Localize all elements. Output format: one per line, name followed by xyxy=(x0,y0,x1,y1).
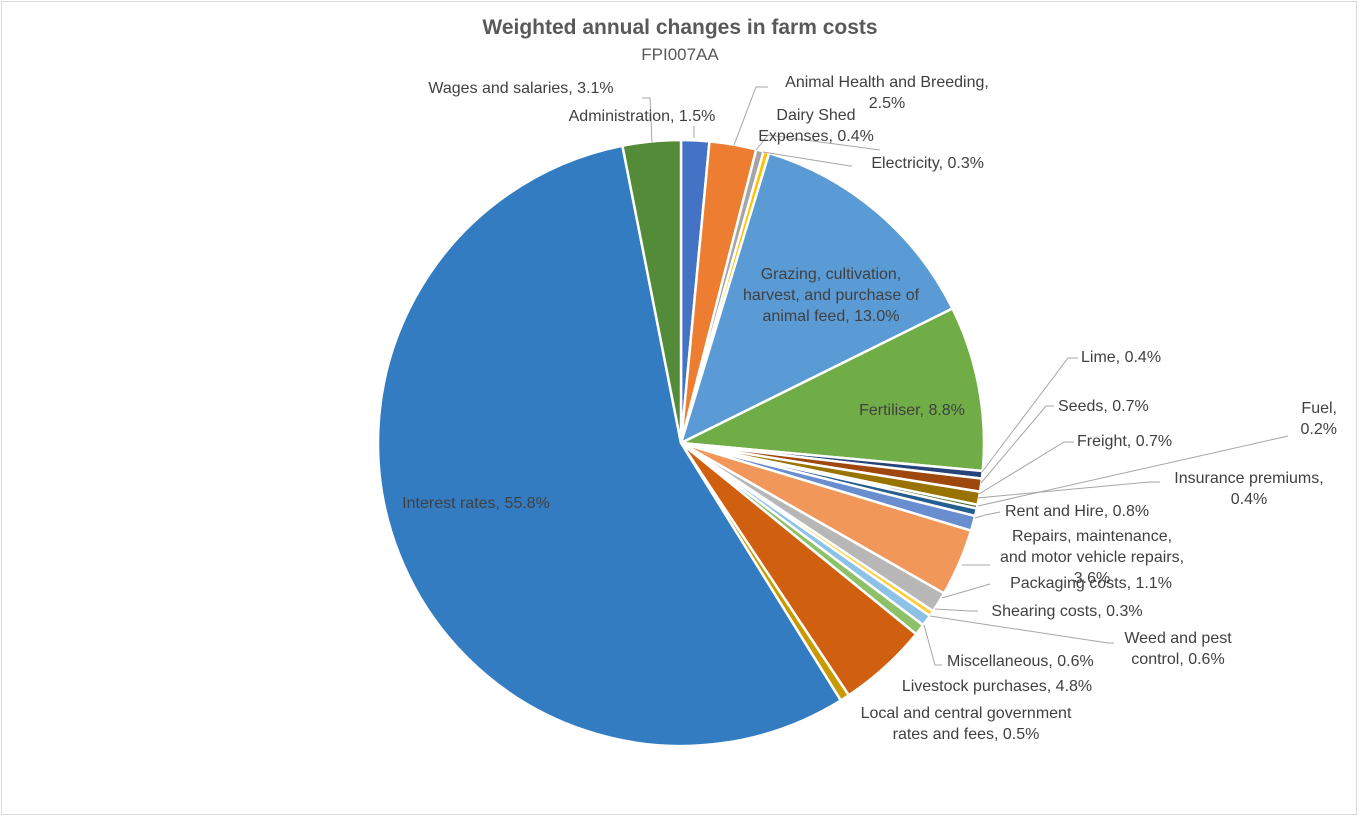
leader-line-insurance-premiums xyxy=(976,481,1160,499)
data-label-fuel: Fuel, 0.2% xyxy=(1301,400,1337,438)
leader-line-dairy-shed-expenses xyxy=(755,134,881,151)
data-label-local-and-central-government-rates-and-fees: Local and central government rates and fe… xyxy=(861,705,1072,743)
leader-lines xyxy=(642,86,1289,666)
data-label-packaging-costs: Packaging costs, 1.1% xyxy=(1010,575,1172,592)
leader-line-animal-health-and-breeding xyxy=(733,86,768,146)
data-label-shearing-costs: Shearing costs, 0.3% xyxy=(991,603,1142,620)
pie-slice-interest-rates xyxy=(376,144,843,748)
data-label-seeds: Seeds, 0.7% xyxy=(1058,398,1149,415)
leader-line-weed-and-pest-control xyxy=(929,615,1114,644)
leader-line-packaging-costs xyxy=(941,583,991,599)
chart-title: Weighted annual changes in farm costs xyxy=(482,16,878,39)
pie-slice-grazing-cultivation-harvest-and-purchase-of-animal-feed xyxy=(679,151,954,445)
data-label-grazing-cultivation-harvest-and-purchase-of-animal-feed: Grazing, cultivation, harvest, and purcha… xyxy=(743,266,920,325)
pie-slices xyxy=(376,138,986,748)
data-label-wages-and-salaries: Wages and salaries, 3.1% xyxy=(428,80,613,97)
leader-line-fuel xyxy=(977,435,1289,507)
data-label-electricity: Electricity, 0.3% xyxy=(871,155,984,172)
chart-subtitle: FPI007AA xyxy=(641,45,719,64)
leader-line-shearing-costs xyxy=(934,608,978,612)
data-label-rent-and-hire: Rent and Hire, 0.8% xyxy=(1005,503,1149,520)
data-label-freight: Freight, 0.7% xyxy=(1077,433,1172,450)
leader-line-electricity xyxy=(762,151,852,167)
leader-line-seeds xyxy=(980,405,1054,484)
data-label-weed-and-pest-control: Weed and pest control, 0.6% xyxy=(1124,630,1232,668)
data-label-interest-rates: Interest rates, 55.8% xyxy=(402,495,550,512)
data-label-animal-health-and-breeding: Animal Health and Breeding, 2.5% xyxy=(785,74,989,112)
data-labels: Administration, 1.5% Animal Health and Br… xyxy=(402,74,1337,743)
data-label-dairy-shed-expenses: Dairy Shed Expenses, 0.4% xyxy=(758,107,874,145)
data-label-repairs-maintenance-and-motor-vehicle-repairs: Repairs, maintenance, and motor vehicle r… xyxy=(1000,528,1184,587)
leader-line-rent-and-hire xyxy=(974,511,1001,519)
leader-line-freight xyxy=(978,441,1074,495)
leader-line-lime xyxy=(981,357,1078,473)
data-label-livestock-purchases: Livestock purchases, 4.8% xyxy=(902,678,1092,695)
pie-slice-fertiliser xyxy=(679,307,986,473)
data-label-lime: Lime, 0.4% xyxy=(1081,349,1161,366)
leader-line-wages-and-salaries xyxy=(642,97,653,143)
data-label-fertiliser: Fertiliser, 8.8% xyxy=(859,402,965,419)
data-label-insurance-premiums: Insurance premiums, 0.4% xyxy=(1174,470,1323,508)
data-label-miscellaneous: Miscellaneous, 0.6% xyxy=(947,653,1094,670)
leader-line-miscellaneous xyxy=(923,624,942,666)
data-label-administration: Administration, 1.5% xyxy=(569,108,716,125)
